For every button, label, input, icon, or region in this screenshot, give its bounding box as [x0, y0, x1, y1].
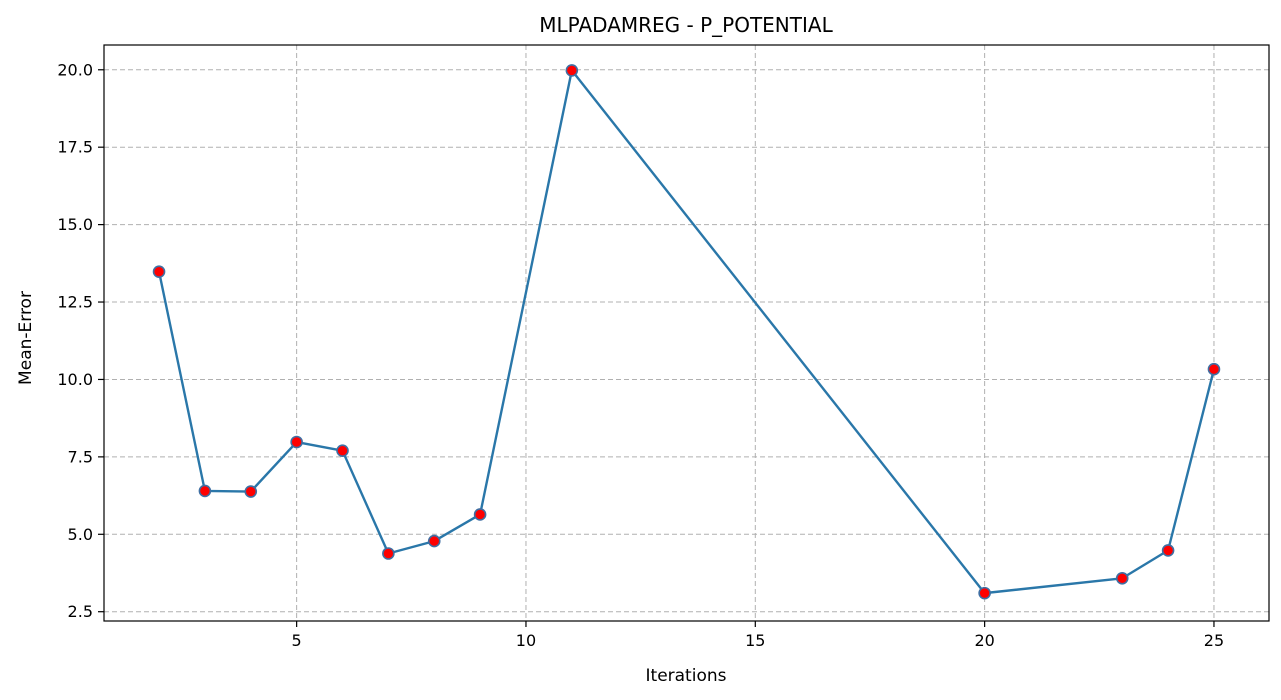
x-tick-label: 20	[974, 631, 994, 650]
y-tick-label: 10.0	[57, 370, 93, 389]
data-point	[1115, 571, 1129, 585]
data-point	[290, 435, 303, 449]
x-axis-ticks: 5 10 15 20 25	[292, 621, 1224, 650]
x-tick-label: 10	[516, 631, 536, 650]
y-axis-ticks: 2.5 5.0 7.5 10.0 12.5 15.0 17.5 20.0	[57, 60, 104, 621]
data-point	[1161, 544, 1175, 557]
x-axis-label: Iterations	[646, 666, 727, 686]
plot-area-frame	[103, 44, 1270, 622]
data-point	[565, 64, 579, 77]
y-tick-label: 7.5	[68, 447, 93, 466]
series-line	[157, 69, 1216, 595]
data-point	[198, 484, 212, 498]
data-point	[978, 586, 991, 600]
x-tick-label: 25	[1204, 631, 1224, 650]
y-tick-label: 2.5	[68, 602, 93, 621]
data-point	[427, 534, 441, 548]
data-point	[473, 508, 487, 521]
y-tick-label: 17.5	[57, 138, 93, 157]
y-tick-label: 20.0	[57, 60, 93, 79]
series-mean-error	[152, 64, 1221, 600]
y-tick-label: 12.5	[57, 293, 93, 312]
data-point	[1207, 362, 1221, 376]
x-tick-label: 5	[292, 631, 302, 650]
y-tick-label: 5.0	[68, 525, 93, 544]
data-point	[382, 547, 395, 560]
data-point	[336, 444, 349, 457]
grid-lines	[104, 45, 1269, 621]
y-tick-label: 15.0	[57, 215, 93, 234]
data-point	[152, 265, 166, 278]
data-point	[244, 485, 258, 498]
y-axis-label: Mean-Error	[16, 291, 36, 385]
x-tick-label: 15	[745, 631, 765, 650]
chart-title: MLPADAMREG - P_POTENTIAL	[539, 13, 833, 37]
